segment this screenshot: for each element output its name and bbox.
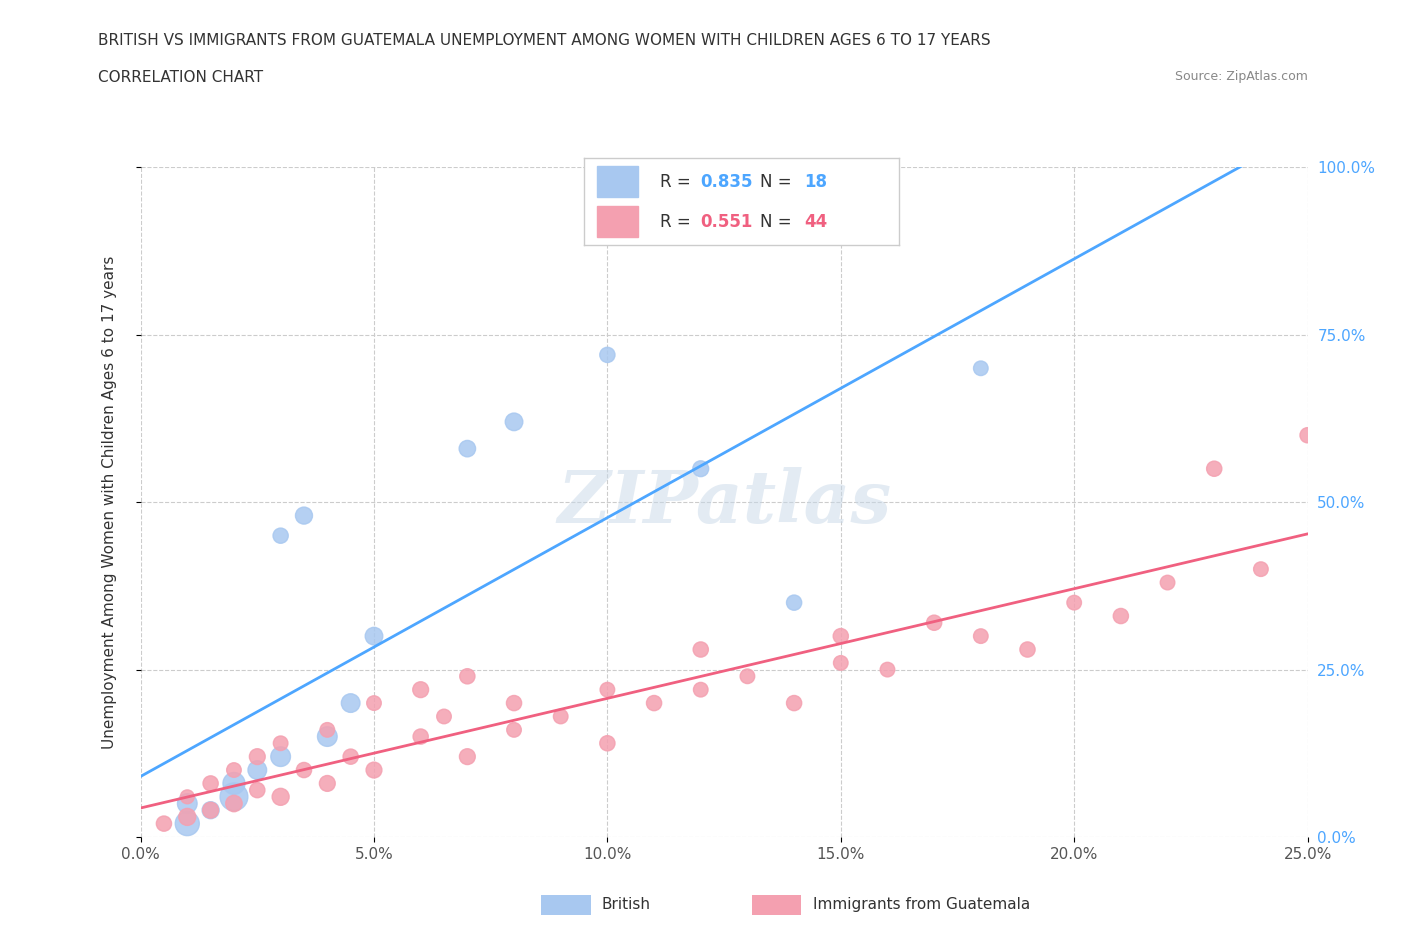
- Point: [200, 803, 222, 817]
- Text: 18: 18: [804, 173, 828, 191]
- Text: Immigrants from Guatemala: Immigrants from Guatemala: [813, 897, 1031, 912]
- Bar: [596, 166, 637, 197]
- Point: [176, 796, 198, 811]
- Point: [1063, 595, 1085, 610]
- Point: [783, 696, 806, 711]
- Point: [922, 616, 945, 631]
- Point: [246, 750, 269, 764]
- Point: [176, 809, 198, 824]
- Text: British: British: [602, 897, 651, 912]
- Point: [596, 736, 619, 751]
- Text: Source: ZipAtlas.com: Source: ZipAtlas.com: [1174, 70, 1308, 83]
- Point: [363, 696, 385, 711]
- Point: [1204, 461, 1226, 476]
- Point: [503, 696, 526, 711]
- Point: [1109, 608, 1132, 623]
- Point: [246, 763, 269, 777]
- Text: N =: N =: [761, 173, 797, 191]
- Point: [456, 441, 478, 456]
- Point: [292, 508, 315, 523]
- Point: [876, 662, 898, 677]
- Point: [363, 629, 385, 644]
- Point: [200, 776, 222, 790]
- Point: [222, 763, 245, 777]
- Point: [153, 817, 176, 831]
- Point: [970, 361, 993, 376]
- Point: [456, 669, 478, 684]
- Point: [316, 729, 339, 744]
- Point: [643, 696, 665, 711]
- Point: [270, 750, 292, 764]
- Point: [689, 683, 711, 698]
- Point: [176, 817, 198, 831]
- Bar: [596, 206, 637, 237]
- Point: [316, 776, 339, 790]
- Point: [970, 629, 993, 644]
- Point: [1296, 428, 1319, 443]
- Point: [830, 656, 852, 671]
- Text: 0.551: 0.551: [700, 213, 754, 231]
- Text: CORRELATION CHART: CORRELATION CHART: [98, 70, 263, 85]
- Point: [456, 750, 478, 764]
- Point: [830, 629, 852, 644]
- Point: [270, 528, 292, 543]
- Point: [222, 776, 245, 790]
- Point: [339, 696, 361, 711]
- Text: 0.835: 0.835: [700, 173, 754, 191]
- Text: BRITISH VS IMMIGRANTS FROM GUATEMALA UNEMPLOYMENT AMONG WOMEN WITH CHILDREN AGES: BRITISH VS IMMIGRANTS FROM GUATEMALA UNE…: [98, 33, 991, 47]
- Point: [222, 796, 245, 811]
- Point: [737, 669, 759, 684]
- Text: R =: R =: [659, 173, 696, 191]
- Text: R =: R =: [659, 213, 696, 231]
- Point: [316, 723, 339, 737]
- Text: N =: N =: [761, 213, 797, 231]
- Point: [1250, 562, 1272, 577]
- Point: [1017, 642, 1039, 657]
- Point: [339, 750, 361, 764]
- Text: ZIPatlas: ZIPatlas: [557, 467, 891, 538]
- Point: [363, 763, 385, 777]
- Point: [783, 595, 806, 610]
- Point: [503, 415, 526, 430]
- Point: [409, 729, 432, 744]
- Point: [503, 723, 526, 737]
- Point: [246, 783, 269, 798]
- Point: [176, 790, 198, 804]
- Text: 44: 44: [804, 213, 828, 231]
- Point: [292, 763, 315, 777]
- Point: [270, 790, 292, 804]
- Point: [200, 803, 222, 817]
- Point: [270, 736, 292, 751]
- Point: [689, 642, 711, 657]
- Point: [1156, 575, 1178, 590]
- Point: [689, 461, 711, 476]
- Point: [596, 683, 619, 698]
- Y-axis label: Unemployment Among Women with Children Ages 6 to 17 years: Unemployment Among Women with Children A…: [103, 256, 117, 749]
- Point: [433, 709, 456, 724]
- Point: [550, 709, 572, 724]
- Point: [222, 790, 245, 804]
- Point: [596, 348, 619, 363]
- Point: [409, 683, 432, 698]
